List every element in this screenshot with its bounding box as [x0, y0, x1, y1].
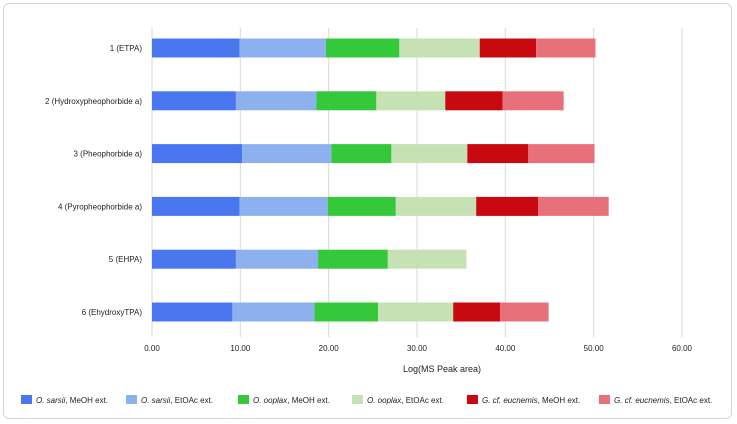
category-label: 4 (Pyropheophorbide a)	[58, 202, 142, 211]
legend-item: G. cf. eucnemis, MeOH ext.	[467, 395, 580, 405]
bar-segment	[387, 249, 467, 269]
bar-segment	[326, 38, 400, 58]
legend-label: O. sarsii, EtOAc ext.	[141, 396, 213, 405]
legend-label: O. sarsii, MeOH ext.	[36, 396, 108, 405]
bar-segment	[152, 91, 236, 111]
category-label: 6 (EhydroxyTPA)	[82, 308, 143, 317]
x-tick-label: 60.00	[672, 344, 693, 353]
legend: O. sarsii, MeOH ext. O. sarsii, EtOAc ext…	[21, 395, 712, 405]
legend-item: O. sarsii, MeOH ext.	[21, 395, 108, 405]
x-tick-label: 30.00	[407, 344, 428, 353]
bar-segment	[376, 91, 446, 111]
bar-segment	[479, 38, 537, 58]
bar-segment	[152, 249, 236, 269]
bar-segment	[502, 91, 564, 111]
bar-segment	[314, 302, 379, 322]
x-tick-label: 40.00	[495, 344, 516, 353]
bar-segment	[152, 144, 243, 164]
bar-segment	[152, 302, 233, 322]
bar-segment	[476, 196, 539, 216]
bar-segment	[239, 38, 327, 58]
bar-segment	[528, 144, 595, 164]
bar-segment	[318, 249, 388, 269]
bar-segment	[152, 38, 240, 58]
category-label: 3 (Pheophorbide a)	[74, 150, 143, 159]
x-tick-labels: 0.00 10.00 20.00 30.00 40.00 50.00 60.00	[144, 344, 692, 353]
bar-segment	[316, 91, 377, 111]
legend-swatch	[352, 395, 363, 404]
legend-label: G. cf. eucnemis, MeOH ext.	[482, 396, 580, 405]
legend-label: G. cf. eucnemis, EtOAc ext.	[614, 396, 712, 405]
legend-label: O. ooplax, MeOH ext.	[253, 396, 330, 405]
legend-item: O. sarsii, EtOAc ext.	[126, 395, 213, 405]
legend-label: O. ooplax, EtOAc ext.	[367, 396, 444, 405]
legend-swatch	[599, 395, 610, 404]
x-axis-label: Log(MS Peak area)	[403, 364, 481, 374]
bar-segment	[445, 91, 503, 111]
bar-segment	[242, 144, 332, 164]
legend-swatch	[467, 395, 478, 404]
category-label: 2 (Hydroxypheophorbide a)	[45, 97, 142, 106]
bar-segment	[327, 196, 396, 216]
bar-segment	[399, 38, 480, 58]
bar-segment	[391, 144, 468, 164]
bar-segment	[467, 144, 529, 164]
legend-swatch	[21, 395, 32, 404]
legend-swatch	[238, 395, 249, 404]
category-labels: 1 (ETPA) 2 (Hydroxypheophorbide a) 3 (Pheo…	[45, 44, 142, 317]
x-tick-label: 20.00	[319, 344, 340, 353]
legend-swatch	[126, 395, 137, 404]
x-tick-label: 10.00	[230, 344, 251, 353]
category-label: 5 (EHPA)	[109, 255, 143, 264]
bar-segment	[232, 302, 315, 322]
bar-segment	[239, 196, 328, 216]
legend-item: O. ooplax, EtOAc ext.	[352, 395, 444, 405]
bar-segment	[538, 196, 609, 216]
x-tick-label: 50.00	[584, 344, 605, 353]
bar-segment	[378, 302, 454, 322]
gridlines	[151, 28, 683, 337]
bar-segment	[235, 249, 319, 269]
category-label: 1 (ETPA)	[110, 44, 143, 53]
bar-segment	[235, 91, 317, 111]
bar-segment	[331, 144, 392, 164]
bar-segment	[536, 38, 596, 58]
x-tick-label: 0.00	[144, 344, 160, 353]
bar-segment	[500, 302, 549, 322]
bars-group	[152, 38, 609, 322]
bar-segment	[453, 302, 501, 322]
legend-item: G. cf. eucnemis, EtOAc ext.	[599, 395, 712, 405]
legend-item: O. ooplax, MeOH ext.	[238, 395, 330, 405]
bar-segment	[152, 196, 240, 216]
bar-segment	[395, 196, 477, 216]
